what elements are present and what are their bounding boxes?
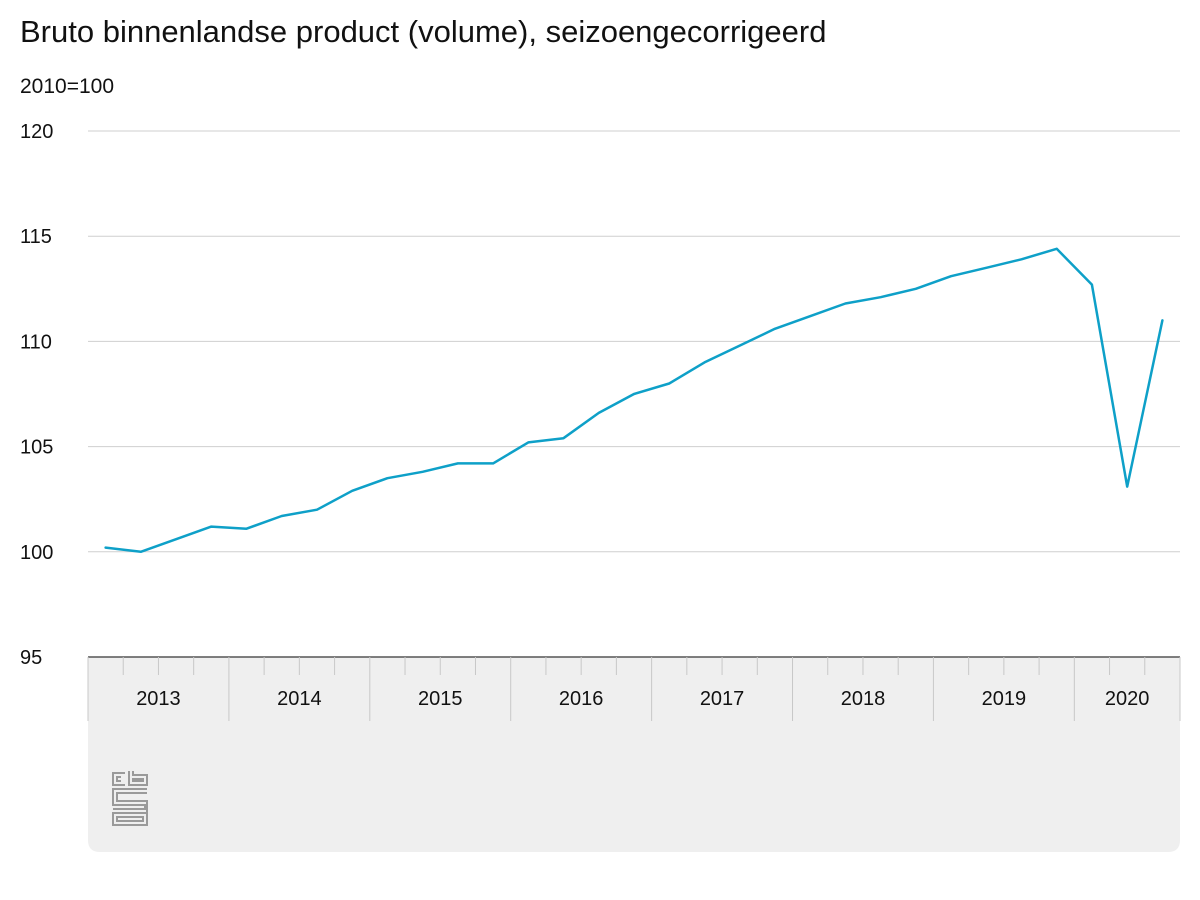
logo-s [112, 788, 147, 810]
x-tick-label: 2020 [1105, 688, 1150, 710]
gridlines [88, 130, 1180, 553]
cbs-logo-icon: cbs [112, 771, 148, 826]
y-tick-label: 95 [20, 647, 42, 669]
y-axis: 95 100 105 110 115 120 [20, 121, 53, 669]
logo-s-base-inner [116, 816, 144, 822]
y-tick-label: 100 [20, 542, 53, 564]
x-tick-label: 2015 [418, 688, 463, 710]
y-tick-label: 110 [20, 331, 52, 353]
logo-b-inner [132, 778, 144, 782]
logo-c-inner [116, 776, 121, 782]
y-tick-label: 105 [20, 437, 53, 459]
logo-c [112, 772, 125, 786]
y-tick-label: 115 [20, 226, 52, 248]
x-tick-label: 2014 [277, 688, 322, 710]
chart-subtitle: 2010=100 [20, 75, 115, 98]
x-tick-label: 2018 [841, 688, 886, 710]
x-tick-label: 2017 [700, 688, 745, 710]
x-tick-label: 2016 [559, 688, 604, 710]
chart-title: Bruto binnenlandse product (volume), sei… [20, 14, 827, 49]
chart-footer [88, 657, 1180, 852]
x-tick-label: 2013 [136, 688, 181, 710]
y-tick-label: 120 [20, 121, 53, 143]
logo-s-inner [116, 792, 148, 813]
x-axis: 2013 2014 2015 2016 2017 2018 2019 2020 [87, 656, 1181, 721]
x-tick-label: 2019 [982, 688, 1027, 710]
series-layer [104, 247, 1164, 554]
logo-s-base [112, 812, 148, 826]
series-line [104, 247, 1164, 554]
footer-panel [88, 657, 1180, 852]
cbs-logo-mark [112, 771, 148, 826]
logo-b [128, 771, 148, 786]
